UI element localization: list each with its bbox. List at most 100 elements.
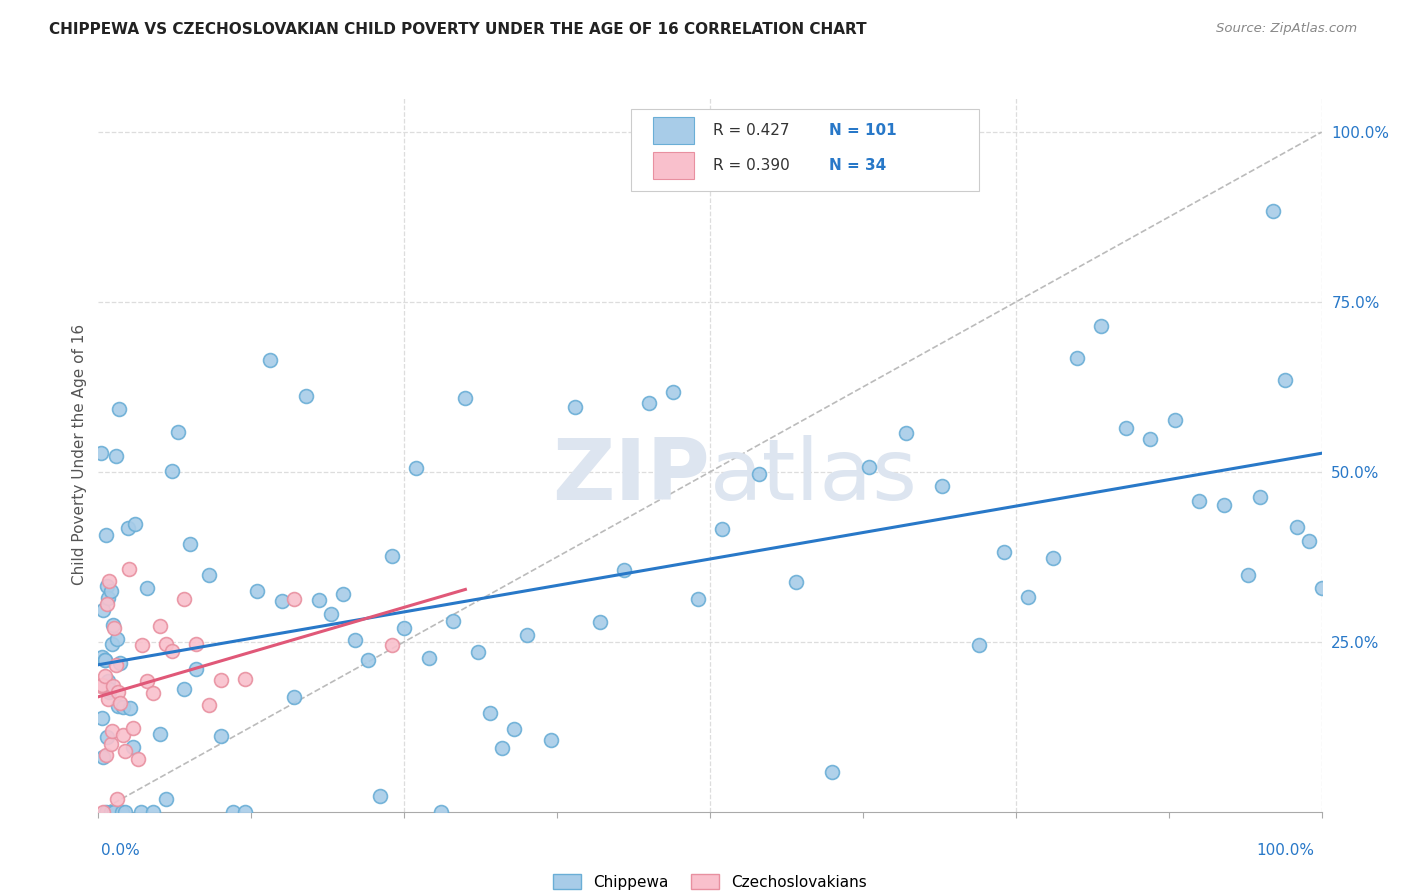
Point	[90, 680, 112, 694]
Text: R = 0.427: R = 0.427	[713, 123, 789, 137]
Point	[94, 528, 117, 542]
Point	[1042, 550, 1064, 565]
Point	[246, 583, 269, 598]
Point	[124, 516, 146, 531]
Point	[308, 592, 330, 607]
Point	[103, 805, 125, 819]
Point	[233, 672, 256, 686]
Point	[107, 698, 129, 713]
Point	[491, 741, 513, 756]
FancyBboxPatch shape	[630, 109, 979, 191]
Point	[129, 805, 152, 819]
Bar	[652, 117, 695, 144]
Point	[1139, 432, 1161, 446]
Point	[332, 587, 354, 601]
Point	[94, 805, 117, 819]
Point	[894, 425, 917, 440]
Point	[430, 805, 453, 819]
Point	[186, 662, 208, 676]
Point	[478, 706, 501, 720]
Point	[368, 789, 391, 804]
Point	[110, 657, 132, 671]
Point	[105, 792, 128, 806]
Text: 0.0%: 0.0%	[101, 843, 141, 858]
Point	[209, 729, 232, 743]
Point	[173, 592, 195, 607]
Point	[100, 584, 122, 599]
Point	[209, 673, 232, 687]
Point	[319, 607, 342, 622]
Point	[1115, 421, 1137, 435]
Point	[1066, 351, 1088, 365]
Point	[1249, 490, 1271, 504]
Point	[142, 686, 165, 700]
Point	[540, 732, 562, 747]
Point	[1286, 520, 1309, 534]
Point	[136, 673, 159, 688]
Point	[155, 792, 177, 806]
Point	[97, 591, 120, 605]
Point	[91, 750, 114, 764]
Point	[638, 396, 661, 410]
Point	[197, 698, 219, 713]
Text: atlas: atlas	[710, 434, 918, 518]
Point	[785, 575, 807, 590]
Point	[1261, 203, 1284, 218]
Point	[160, 644, 183, 658]
Point	[993, 545, 1015, 559]
Point	[136, 581, 159, 595]
Point	[100, 805, 122, 819]
Point	[91, 805, 114, 819]
Point	[1212, 498, 1234, 512]
Text: ZIP: ZIP	[553, 434, 710, 518]
Point	[381, 549, 404, 564]
Point	[93, 669, 115, 683]
Point	[90, 446, 112, 460]
Point	[662, 384, 685, 399]
Point	[283, 690, 305, 704]
Point	[1090, 318, 1112, 333]
Point	[167, 425, 190, 440]
Point	[93, 653, 115, 667]
Point	[858, 460, 880, 475]
Point	[110, 696, 132, 710]
Text: CHIPPEWA VS CZECHOSLOVAKIAN CHILD POVERTY UNDER THE AGE OF 16 CORRELATION CHART: CHIPPEWA VS CZECHOSLOVAKIAN CHILD POVERT…	[49, 22, 868, 37]
Point	[613, 564, 636, 578]
Point	[104, 657, 127, 672]
Point	[283, 592, 305, 607]
Point	[564, 400, 586, 414]
Point	[114, 805, 136, 819]
Point	[515, 628, 537, 642]
Point	[344, 632, 367, 647]
Point	[127, 752, 149, 766]
Point	[91, 603, 114, 617]
Point	[103, 621, 125, 635]
Point	[149, 618, 172, 632]
Point	[97, 692, 120, 706]
Point	[98, 574, 121, 589]
Point	[117, 521, 139, 535]
Point	[104, 449, 127, 463]
Point	[96, 579, 118, 593]
Point	[821, 764, 844, 779]
Point	[98, 682, 121, 697]
Y-axis label: Child Poverty Under the Age of 16: Child Poverty Under the Age of 16	[72, 325, 87, 585]
Point	[503, 722, 526, 736]
Point	[197, 568, 219, 582]
Point	[108, 401, 131, 416]
Point	[96, 597, 118, 611]
Point	[142, 805, 165, 819]
Point	[686, 592, 709, 607]
Point	[233, 805, 256, 819]
Point	[155, 637, 177, 651]
Point	[118, 562, 141, 576]
Point	[100, 737, 122, 751]
Point	[392, 621, 416, 635]
Point	[160, 464, 183, 478]
Point	[97, 673, 120, 688]
Point	[295, 388, 318, 402]
Point	[105, 632, 128, 647]
Point	[131, 638, 153, 652]
Point	[91, 649, 114, 664]
Point	[173, 681, 195, 696]
